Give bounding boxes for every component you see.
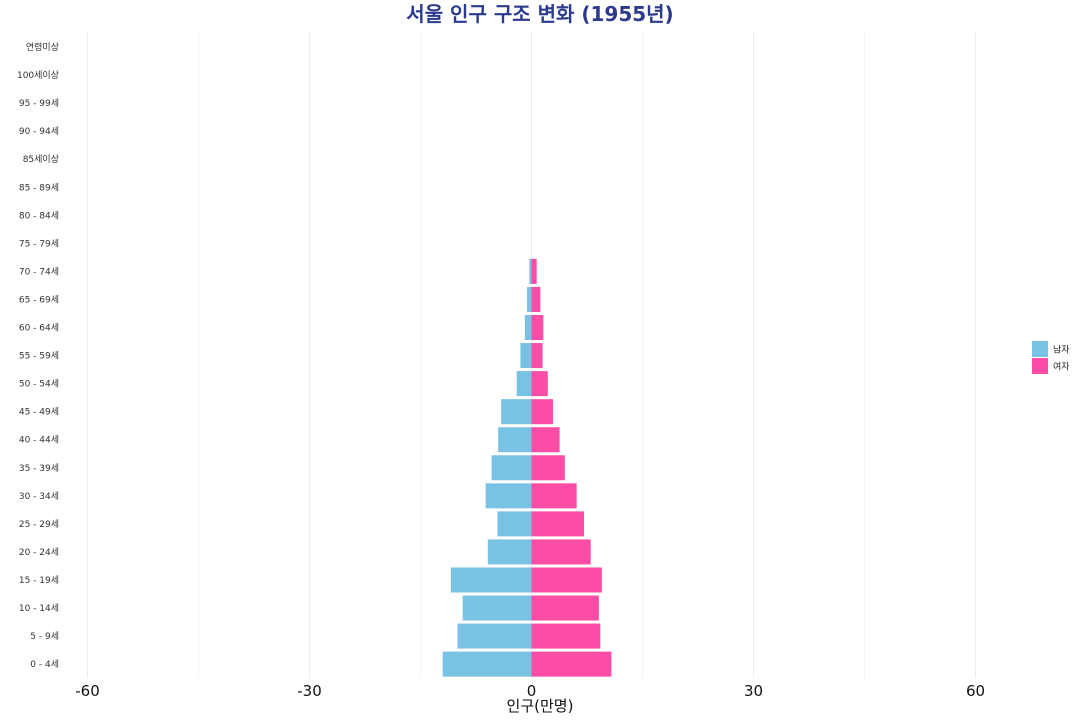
- y-tick-label: 40 - 44세: [19, 435, 59, 446]
- y-tick-label: 60 - 64세: [19, 323, 59, 334]
- y-tick-label: 50 - 54세: [19, 379, 59, 390]
- y-tick-label: 0 - 4세: [30, 659, 59, 670]
- y-tick-label: 45 - 49세: [19, 407, 59, 418]
- bars: [442, 258, 612, 677]
- bar-male: [487, 539, 532, 565]
- bar-female: [531, 315, 544, 341]
- bar-female: [531, 595, 599, 621]
- chart-title: 서울 인구 구조 변화 (1955년): [406, 2, 673, 26]
- bar-female: [531, 286, 541, 312]
- y-tick-label: 75 - 79세: [19, 238, 59, 249]
- bar-female: [531, 651, 612, 677]
- bar-female: [531, 427, 560, 453]
- x-tick-label: 30: [744, 682, 763, 700]
- y-tick-label: 5 - 9세: [30, 631, 59, 642]
- bar-female: [531, 483, 577, 509]
- y-tick-label: 80 - 84세: [19, 210, 59, 221]
- y-tick-label: 85세이상: [23, 154, 59, 165]
- bar-male: [457, 623, 532, 649]
- y-tick-label: 65 - 69세: [19, 294, 59, 305]
- y-tick-label: 35 - 39세: [19, 463, 59, 474]
- x-tick-label: -30: [297, 682, 322, 700]
- bar-male: [450, 567, 532, 593]
- bar-female: [531, 258, 537, 284]
- bar-female: [531, 511, 585, 537]
- bar-male: [501, 399, 532, 425]
- y-tick-label: 55 - 59세: [19, 351, 59, 362]
- bar-male: [491, 455, 532, 481]
- bar-male: [529, 258, 532, 284]
- y-tick-label: 90 - 94세: [19, 126, 59, 137]
- bar-female: [531, 343, 543, 369]
- bar-female: [531, 623, 601, 649]
- bar-male: [524, 315, 532, 341]
- legend-label: 여자: [1053, 361, 1070, 373]
- bar-female: [531, 539, 591, 565]
- bar-male: [498, 427, 532, 453]
- y-tick-label: 95 - 99세: [19, 98, 59, 109]
- legend-swatch: [1032, 358, 1048, 374]
- x-tick-labels: -60 -30 0 30 60: [75, 682, 985, 700]
- bar-male: [527, 286, 532, 312]
- y-tick-label: 85 - 89세: [19, 182, 59, 193]
- y-tick-label: 30 - 34세: [19, 491, 59, 502]
- x-axis-label: 인구(만명): [507, 697, 574, 715]
- x-tick-label: -60: [75, 682, 100, 700]
- y-tick-label: 연령미상: [26, 41, 59, 53]
- y-tick-label: 10 - 14세: [19, 603, 59, 614]
- bar-male: [442, 651, 532, 677]
- bar-male: [462, 595, 532, 621]
- y-tick-label: 70 - 74세: [19, 266, 59, 277]
- y-tick-label: 25 - 29세: [19, 519, 59, 530]
- legend-label: 남자: [1053, 345, 1070, 356]
- bar-female: [531, 567, 602, 593]
- bar-male: [485, 483, 532, 509]
- legend-swatch: [1032, 341, 1048, 357]
- y-tick-label: 100세이상: [17, 70, 59, 81]
- bar-female: [531, 399, 553, 425]
- y-tick-label: 15 - 19세: [19, 575, 59, 586]
- bar-male: [516, 371, 532, 397]
- x-tick-label: 0: [527, 682, 537, 700]
- y-tick-labels: 0 - 4세 5 - 9세 10 - 14세 15 - 19세 20 - 24세 25 -…: [17, 41, 59, 670]
- y-tick-label: 20 - 24세: [19, 547, 59, 558]
- bar-male: [497, 511, 532, 537]
- bar-male: [520, 343, 532, 369]
- x-tick-label: 60: [966, 682, 985, 700]
- bar-female: [531, 371, 548, 397]
- bar-female: [531, 455, 565, 481]
